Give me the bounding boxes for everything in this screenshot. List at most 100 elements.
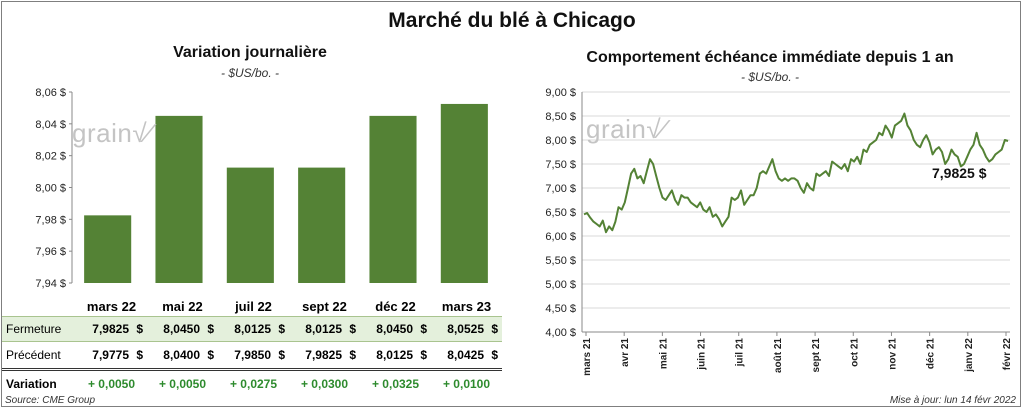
table-cell: 7,9850 $: [218, 341, 289, 371]
x-tick-label: avr 21: [620, 338, 631, 367]
main-title: Marché du blé à Chicago: [388, 9, 636, 32]
y-tick-label: 7,98 $: [35, 214, 66, 226]
table-row-precedent: Précédent 7,9775 $ 8,0400 $ 7,9850 $ 7,9825…: [2, 341, 502, 371]
right-watermark: grain√∕: [586, 114, 666, 145]
last-value-label: 7,9825 $: [932, 165, 987, 181]
x-tick-label: janv 22: [964, 338, 975, 373]
x-tick-label: oct 21: [849, 338, 860, 367]
y-tick-label: 8,02 $: [35, 151, 66, 163]
cell-currency: $: [349, 322, 356, 336]
row-label-fermeture: Fermeture: [2, 316, 76, 342]
table-header-cell: mars 22: [86, 298, 137, 314]
cell-currency: $: [349, 348, 356, 362]
x-tick-label: juil 21: [735, 338, 746, 368]
y-tick-label: 8,04 $: [35, 119, 66, 131]
table-header-cell: sept 22: [302, 298, 347, 314]
table-cell: 8,0450 $: [147, 316, 218, 342]
bar: [155, 115, 203, 283]
table-header-cell: mai 22: [162, 298, 203, 314]
cell-value: 7,9825: [305, 348, 342, 362]
y-tick-label: 8,00 $: [545, 135, 576, 147]
cell-currency: $: [207, 322, 214, 336]
x-tick-label: mai 21: [658, 338, 669, 370]
y-tick-label: 7,96 $: [35, 246, 66, 258]
y-tick-label: 5,50 $: [545, 255, 576, 267]
y-tick-label: 7,00 $: [545, 183, 576, 195]
x-tick-label: août 21: [773, 338, 784, 373]
cell-currency: $: [420, 322, 427, 336]
x-tick-label: mars 21: [582, 338, 593, 376]
cell-currency: $: [420, 348, 427, 362]
table-cell: 8,0125 $: [289, 316, 360, 342]
y-tick-label: 6,50 $: [545, 207, 576, 219]
cell-currency: $: [136, 322, 143, 336]
x-tick-label: sept 21: [811, 338, 822, 373]
bar: [298, 167, 346, 283]
cell-value: 7,9775: [92, 348, 129, 362]
right-watermark-text: grain: [586, 114, 647, 144]
table-cell: 7,9825 $: [76, 316, 147, 342]
x-tick-label: févr 22: [1002, 338, 1013, 371]
table-cell: 8,0525 $: [431, 316, 502, 342]
y-tick-label: 6,00 $: [545, 231, 576, 243]
table-header-cell: déc 22: [375, 298, 416, 314]
y-tick-label: 7,94 $: [35, 278, 66, 290]
cell-currency: $: [491, 348, 498, 362]
table-cell: 8,0425 $: [431, 341, 502, 371]
bar: [226, 167, 274, 283]
row-label-variation: Variation: [6, 377, 57, 391]
cell-value: 8,0125: [376, 348, 413, 362]
table-row-variation: Variation + 0,0050 + 0,0050 + 0,0275 + 0…: [2, 370, 502, 398]
table-cell: 8,0125 $: [360, 341, 431, 371]
cell-value: 8,0450: [163, 322, 200, 336]
x-tick-label: juin 21: [697, 338, 708, 371]
y-tick-label: 4,50 $: [545, 303, 576, 315]
table-cell: 7,9775 $: [76, 341, 147, 371]
table-cell: + 0,0325: [371, 377, 420, 391]
cell-currency: $: [207, 348, 214, 362]
cell-currency: $: [491, 322, 498, 336]
cell-value: 7,9825: [92, 322, 129, 336]
table-header-row: mars 22 mai 22 juil 22 sept 22 déc 22 ma…: [2, 296, 502, 317]
right-watermark-logo: √∕: [646, 114, 666, 144]
table-cell: + 0,0100: [442, 377, 491, 391]
left-chart-title: Variation journalière: [173, 44, 327, 61]
table-cell: + 0,0300: [300, 377, 349, 391]
right-chart-title: Comportement échéance immédiate depuis 1…: [586, 49, 954, 66]
cell-value: 8,0425: [447, 348, 484, 362]
bar: [440, 103, 488, 283]
table-header-empty: [2, 296, 76, 317]
cell-value: 8,0125: [234, 322, 271, 336]
table-cell: 8,0400 $: [147, 341, 218, 371]
table-row-fermeture: Fermeture 7,9825 $ 8,0450 $ 8,0125 $ 8,0125…: [2, 316, 502, 342]
row-label-precedent: Précédent: [2, 341, 76, 371]
bar-chart: 7,94 $ 7,96 $ 7,98 $ 8,00 $ 8,02 $ 8,04 $ 8,06…: [35, 87, 488, 290]
y-tick-label: 9,00 $: [545, 87, 576, 99]
left-watermark-logo: √∕: [132, 118, 152, 148]
data-table: mars 22 mai 22 juil 22 sept 22 déc 22 ma…: [2, 296, 502, 397]
source-note: Source: CME Group: [5, 395, 96, 406]
cell-value: 8,0525: [447, 322, 484, 336]
cell-currency: $: [136, 348, 143, 362]
table-cell: 8,0450 $: [360, 316, 431, 342]
table-cell: 8,0125 $: [218, 316, 289, 342]
update-note: Mise à jour: lun 14 févr 2022: [889, 395, 1016, 406]
table-cell: + 0,0275: [229, 377, 278, 391]
y-tick-label: 8,00 $: [35, 183, 66, 195]
bar: [84, 215, 132, 283]
cell-currency: $: [278, 322, 285, 336]
table-header-cell: juil 22: [235, 298, 272, 314]
y-tick-label: 5,00 $: [545, 279, 576, 291]
x-tick-label: nov 21: [887, 338, 898, 370]
left-watermark: grain√∕: [72, 118, 152, 149]
left-watermark-text: grain: [72, 118, 133, 148]
series-line: [583, 112, 1009, 234]
y-tick-label: 7,50 $: [545, 159, 576, 171]
y-tick-label: 8,50 $: [545, 111, 576, 123]
cell-value: 8,0400: [163, 348, 200, 362]
x-tick-label: déc 21: [926, 338, 937, 370]
line-chart: 4,00 $ 4,50 $ 5,00 $ 5,50 $ 6,00 $ 6,50 $ 7,00…: [545, 87, 1013, 376]
table-cell: + 0,0050: [158, 377, 207, 391]
y-tick-label: 4,00 $: [545, 327, 576, 339]
cell-value: 8,0125: [305, 322, 342, 336]
